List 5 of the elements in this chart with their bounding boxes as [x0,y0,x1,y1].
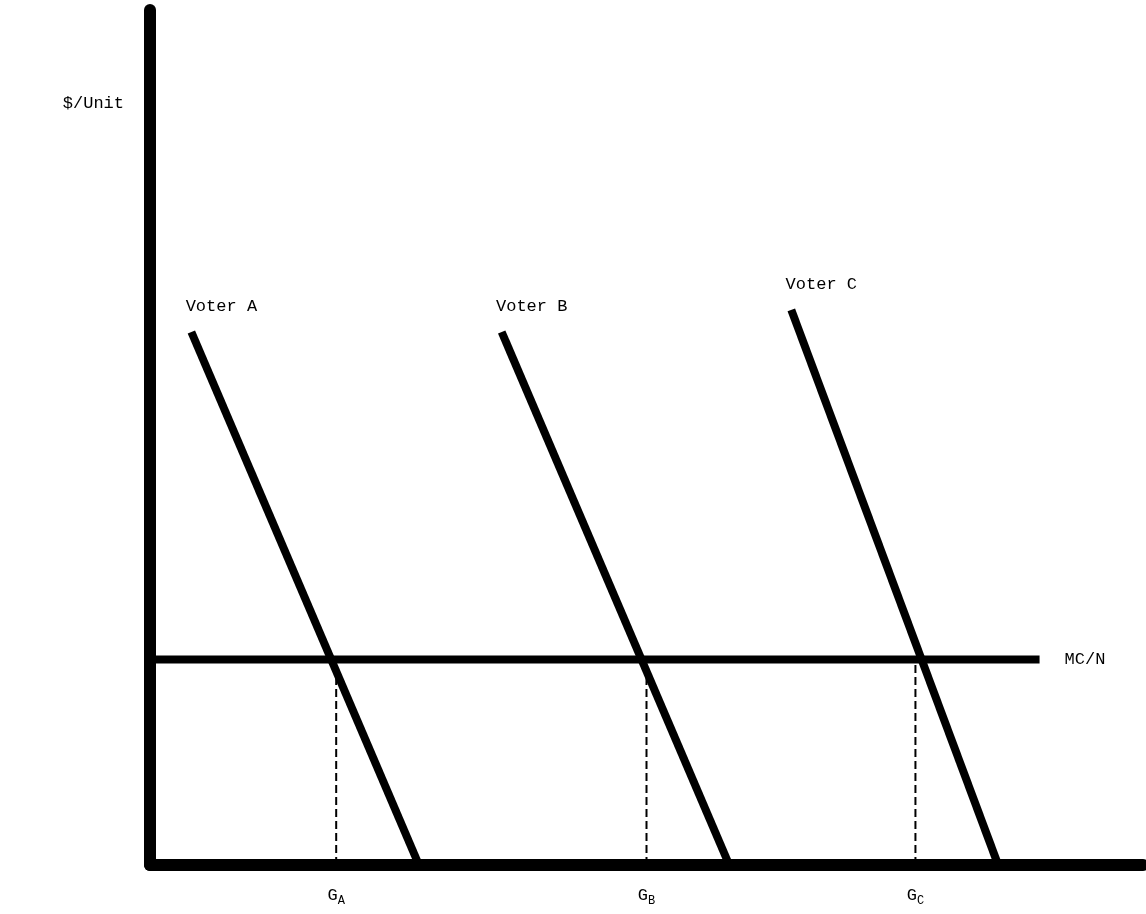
text: $/Unit [62,94,125,113]
series-label: Voter B [495,297,568,317]
series-label: MC/N [1064,650,1106,670]
series-label: Voter A [185,297,258,317]
series-label: Voter C [785,274,858,294]
